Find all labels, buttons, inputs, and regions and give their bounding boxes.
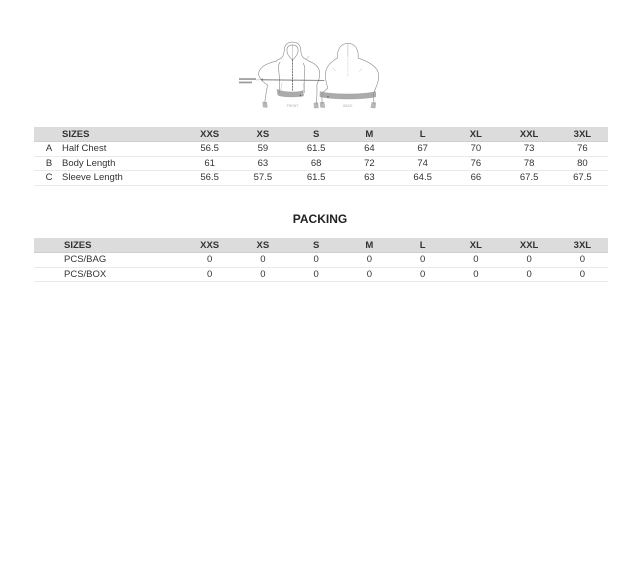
- svg-text:FRONT: FRONT: [287, 104, 299, 108]
- svg-text:BACK: BACK: [343, 104, 353, 108]
